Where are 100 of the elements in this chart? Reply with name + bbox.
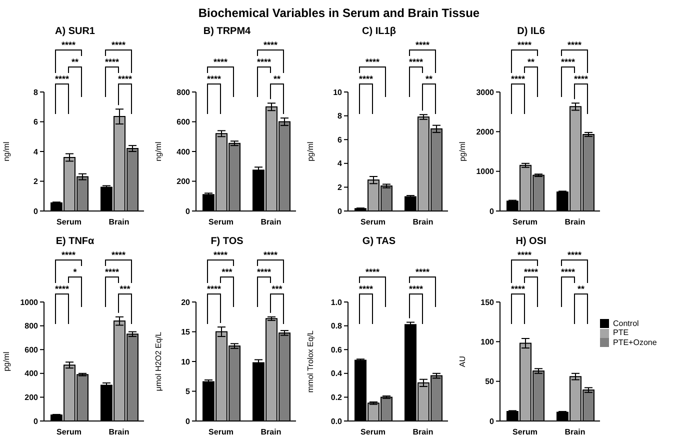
- y-tick-label: 200: [176, 177, 191, 186]
- legend-label: PTE: [613, 328, 629, 338]
- chart-title: D) IL6: [516, 26, 546, 37]
- x-tick-label: Brain: [260, 428, 282, 437]
- text: ****: [206, 284, 222, 294]
- text: ****: [111, 40, 126, 50]
- y-tick-label: 2: [34, 177, 39, 186]
- y-axis-title: pg/ml: [458, 141, 467, 162]
- text: ****: [213, 57, 228, 67]
- y-tick-label: 4: [34, 147, 39, 156]
- y-tick-label: 1000: [20, 298, 39, 307]
- x-tick-label: Serum: [208, 218, 234, 227]
- chart-title: C) IL1β: [361, 26, 397, 37]
- text: ****: [567, 40, 582, 50]
- text: ****: [560, 267, 576, 277]
- text: ****: [524, 267, 538, 277]
- text: *: [73, 267, 78, 277]
- y-tick-label: 15: [181, 328, 191, 337]
- y-tick-label: 4: [338, 159, 343, 168]
- x-tick-label: Serum: [56, 428, 82, 437]
- x-tick-label: Serum: [56, 218, 82, 227]
- y-tick-label: 10: [333, 88, 343, 97]
- y-tick-label: 3000: [476, 88, 495, 97]
- text: ****: [111, 250, 126, 260]
- text: ****: [567, 250, 582, 260]
- y-axis-title: μmol H2O2 Eq/L: [154, 331, 163, 392]
- y-tick-label: 0.2: [330, 393, 343, 402]
- text: **: [71, 57, 79, 67]
- y-tick-label: 6: [34, 118, 39, 127]
- text: ****: [408, 284, 424, 294]
- text: **: [273, 74, 281, 84]
- y-tick-label: 1.0: [330, 298, 343, 307]
- text: ****: [517, 40, 532, 50]
- x-tick-label: Brain: [564, 428, 586, 437]
- chart-title: F) TOS: [210, 236, 244, 247]
- text: ****: [358, 74, 374, 84]
- x-tick-label: Brain: [412, 218, 434, 227]
- text: ****: [365, 267, 380, 277]
- legend-label: PTE+Ozone: [613, 338, 657, 347]
- text: ***: [120, 284, 131, 294]
- y-axis-title: AU: [458, 356, 467, 368]
- text: **: [577, 284, 585, 294]
- y-tick-label: 0: [490, 416, 495, 426]
- y-tick-label: 10: [181, 357, 191, 366]
- y-tick-label: 0: [34, 206, 39, 216]
- text: ****: [517, 250, 532, 260]
- y-tick-label: 800: [24, 322, 39, 331]
- text: ****: [118, 74, 132, 84]
- y-tick-label: 2000: [476, 128, 495, 137]
- text: ****: [263, 40, 278, 50]
- y-tick-label: 600: [24, 345, 39, 354]
- x-tick-label: Serum: [360, 218, 386, 227]
- y-axis-title: ng/ml: [154, 141, 163, 162]
- chart-title: G) TAS: [361, 236, 397, 247]
- text: ****: [510, 74, 526, 84]
- x-tick-label: Brain: [260, 218, 282, 227]
- x-tick-label: Serum: [360, 428, 386, 437]
- text: ****: [256, 267, 272, 277]
- text: ****: [365, 57, 380, 67]
- text: ****: [54, 284, 70, 294]
- text: **: [425, 74, 433, 84]
- y-tick-label: 20: [181, 298, 191, 307]
- y-tick-label: 0: [338, 206, 343, 216]
- chart-title: A) SUR1: [54, 26, 96, 37]
- text: ***: [272, 284, 283, 294]
- y-tick-label: 0: [490, 206, 495, 216]
- x-tick-label: Brain: [108, 218, 130, 227]
- y-tick-label: 600: [176, 118, 191, 127]
- text: ****: [54, 74, 70, 84]
- y-tick-label: 800: [176, 88, 191, 97]
- text: ****: [206, 74, 222, 84]
- chart-title: B) TRPM4: [202, 26, 252, 37]
- legend-label: Control: [613, 319, 639, 328]
- y-tick-label: 6: [338, 135, 343, 144]
- x-tick-label: Brain: [564, 218, 586, 227]
- text: ****: [415, 267, 430, 277]
- y-tick-label: 400: [176, 147, 191, 156]
- x-tick-label: Serum: [208, 428, 234, 437]
- y-tick-label: 0.8: [330, 322, 343, 331]
- x-tick-label: Brain: [412, 428, 434, 437]
- x-tick-label: Serum: [512, 218, 538, 227]
- text: ****: [61, 40, 76, 50]
- y-tick-label: 0.6: [330, 345, 343, 354]
- y-tick-label: 200: [24, 393, 39, 402]
- y-axis-title: pg/ml: [306, 141, 315, 162]
- text: **: [527, 57, 535, 67]
- y-tick-label: 400: [24, 369, 39, 378]
- x-tick-label: Brain: [108, 428, 130, 437]
- text: ****: [560, 57, 576, 67]
- y-tick-label: 5: [186, 387, 191, 396]
- text: ****: [263, 250, 278, 260]
- y-tick-label: 50: [485, 377, 495, 386]
- text: ****: [415, 40, 430, 50]
- y-tick-label: 150: [480, 298, 495, 307]
- y-tick-label: 0: [34, 416, 39, 426]
- text: ****: [408, 57, 424, 67]
- text: ****: [510, 284, 526, 294]
- y-axis-title: pg/ml: [2, 351, 11, 372]
- text: ****: [61, 250, 76, 260]
- x-tick-label: Serum: [512, 428, 538, 437]
